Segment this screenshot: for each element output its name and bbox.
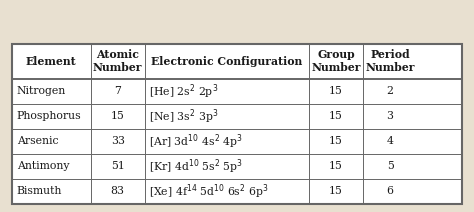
- Text: Electronic Configuration: Electronic Configuration: [151, 56, 302, 67]
- Text: 5: 5: [387, 161, 393, 172]
- Text: [Kr] 4d$^{10}$ 5s$^2$ 5p$^3$: [Kr] 4d$^{10}$ 5s$^2$ 5p$^3$: [149, 157, 244, 176]
- Text: Bismuth: Bismuth: [17, 186, 62, 197]
- Text: 3: 3: [387, 111, 393, 121]
- Text: 15: 15: [329, 186, 343, 197]
- Text: [Ar] 3d$^{10}$ 4s$^2$ 4p$^3$: [Ar] 3d$^{10}$ 4s$^2$ 4p$^3$: [149, 132, 243, 151]
- Text: Arsenic: Arsenic: [17, 136, 58, 146]
- Bar: [12, 44, 462, 204]
- Text: 15: 15: [329, 86, 343, 96]
- Text: 33: 33: [110, 136, 125, 146]
- Text: Period
Number: Period Number: [365, 49, 415, 73]
- Text: 15: 15: [111, 111, 125, 121]
- Text: Nitrogen: Nitrogen: [17, 86, 66, 96]
- Text: [He] 2s$^2$ 2p$^3$: [He] 2s$^2$ 2p$^3$: [149, 82, 219, 101]
- Text: Antimony: Antimony: [17, 161, 69, 172]
- Text: 15: 15: [329, 111, 343, 121]
- Text: 15: 15: [329, 161, 343, 172]
- Text: Element: Element: [26, 56, 77, 67]
- Text: 7: 7: [114, 86, 121, 96]
- Text: 15: 15: [329, 136, 343, 146]
- Bar: [12, 44, 462, 204]
- Text: 4: 4: [387, 136, 393, 146]
- Text: Atomic
Number: Atomic Number: [93, 49, 142, 73]
- Text: 83: 83: [110, 186, 125, 197]
- Text: Group
Number: Group Number: [311, 49, 361, 73]
- Text: Phosphorus: Phosphorus: [17, 111, 81, 121]
- Text: [Xe] 4f$^{14}$ 5d$^{10}$ 6s$^2$ 6p$^3$: [Xe] 4f$^{14}$ 5d$^{10}$ 6s$^2$ 6p$^3$: [149, 182, 269, 201]
- Text: 6: 6: [387, 186, 393, 197]
- Text: 2: 2: [387, 86, 393, 96]
- Text: [Ne] 3s$^2$ 3p$^3$: [Ne] 3s$^2$ 3p$^3$: [149, 107, 219, 126]
- Text: 51: 51: [111, 161, 125, 172]
